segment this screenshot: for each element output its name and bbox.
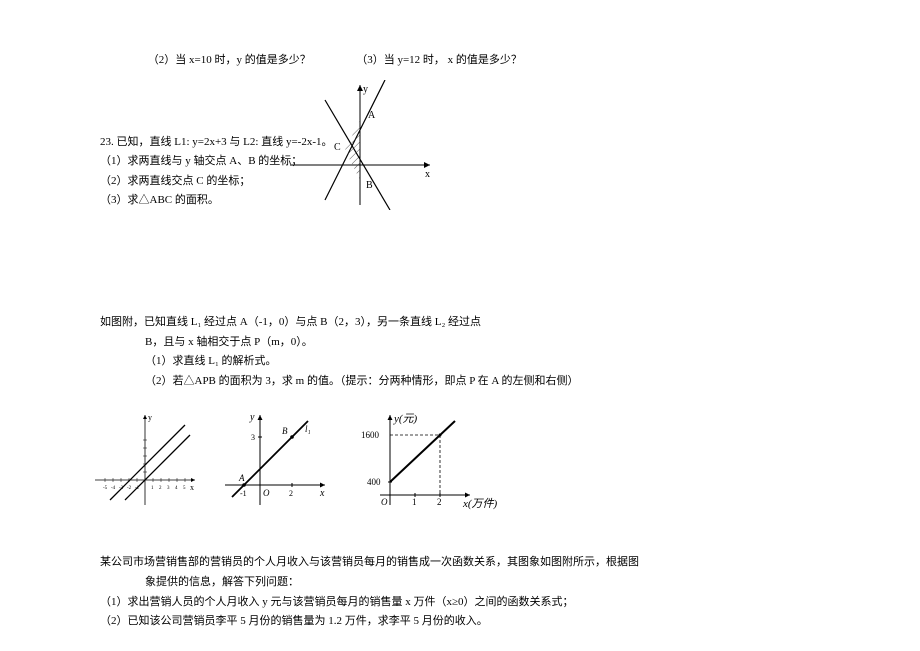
svg-text:-2: -2 [127,486,132,491]
q23-num: 23. [100,136,114,148]
q25-p1: （1）求出营销人员的个人月收入 y 元与该营销员每月的销售量 x 万件（x≥0）… [100,594,820,612]
svg-text:2: 2 [159,486,162,491]
figure-small-grid: y x -5 -4 -3 -2 -1 1 2 3 4 5 [90,410,200,513]
svg-text:2: 2 [437,497,442,507]
svg-text:-5: -5 [103,486,108,491]
q22-part2: （2）当 x=10 时，y 的值是多少？ [148,54,311,66]
fig1-label-B: B [366,180,373,191]
q24-stem2: B，且与 x 轴相交于点 P（m，0）。 [100,334,820,352]
svg-text:-1: -1 [240,489,247,498]
svg-text:3: 3 [167,486,170,491]
fig1-label-y: y [363,84,368,95]
q23-stem-line: 23. 已知，直线 L1: y=2x+3 与 L2: 直线 y=-2x-1。 [100,134,820,152]
fig4-label-x: x(万件) [462,497,498,510]
svg-text:1: 1 [151,486,154,491]
figure-q23: y x A B C [280,80,440,213]
svg-text:-4: -4 [111,486,116,491]
fig1-label-A: A [368,110,376,121]
svg-text:5: 5 [183,486,186,491]
figure-q25: y(元) x(万件) O 1 2 400 1600 [350,410,505,513]
svg-text:2: 2 [289,489,293,498]
q25-stem2: 象提供的信息，解答下列问题： [100,574,820,592]
fig2-label-y: y [148,413,152,422]
q25-stem: 某公司市场营销售部的营销员的个人月收入与该营销员每月的销售成一次函数关系，其图象… [100,554,820,572]
svg-text:4: 4 [175,486,178,491]
fig4-label-O: O [381,497,388,507]
q25-p2: （2）已知该公司营销员李平 5 月份的销售量为 1.2 万件，求李平 5 月份的… [100,613,820,631]
fig1-label-x: x [425,169,430,180]
svg-text:400: 400 [367,477,381,487]
fig3-label-A: A [238,473,245,483]
fig4-label-y: y(元) [393,413,418,425]
fig1-label-C: C [334,142,341,153]
fig3-label-y: y [249,412,255,423]
q22-parts: （2）当 x=10 时，y 的值是多少？ （3）当 y=12 时， x 的值是多… [100,52,820,70]
fig3-label-l1: l₁ [305,424,311,434]
svg-text:3: 3 [251,433,255,442]
q24-p2: （2）若△APB 的面积为 3，求 m 的值。（提示：分两种情形，即点 P 在 … [100,373,820,391]
q24-stem: 如图附，已知直线 L₁ 经过点 A（-1，0）与点 B（2，3），另一条直线 L… [100,314,820,332]
svg-text:1600: 1600 [361,430,380,440]
q24-p1: （1）求直线 L₁ 的解析式。 [100,353,820,371]
svg-text:1: 1 [412,497,417,507]
q22-part3: （3）当 y=12 时， x 的值是多少？ [356,54,522,66]
q23-p2: （2）求两直线交点 C 的坐标； [100,173,820,191]
q23-p3: （3）求△ABC 的面积。 [100,192,820,210]
figure-q24: y x A B l₁ O -1 2 3 [220,410,330,513]
fig3-label-O: O [263,488,270,498]
fig2-label-x: x [190,483,194,492]
fig3-label-B: B [282,426,288,436]
fig3-label-x: x [319,488,325,499]
q23-p1: （1）求两直线与 y 轴交点 A、B 的坐标； [100,153,820,171]
